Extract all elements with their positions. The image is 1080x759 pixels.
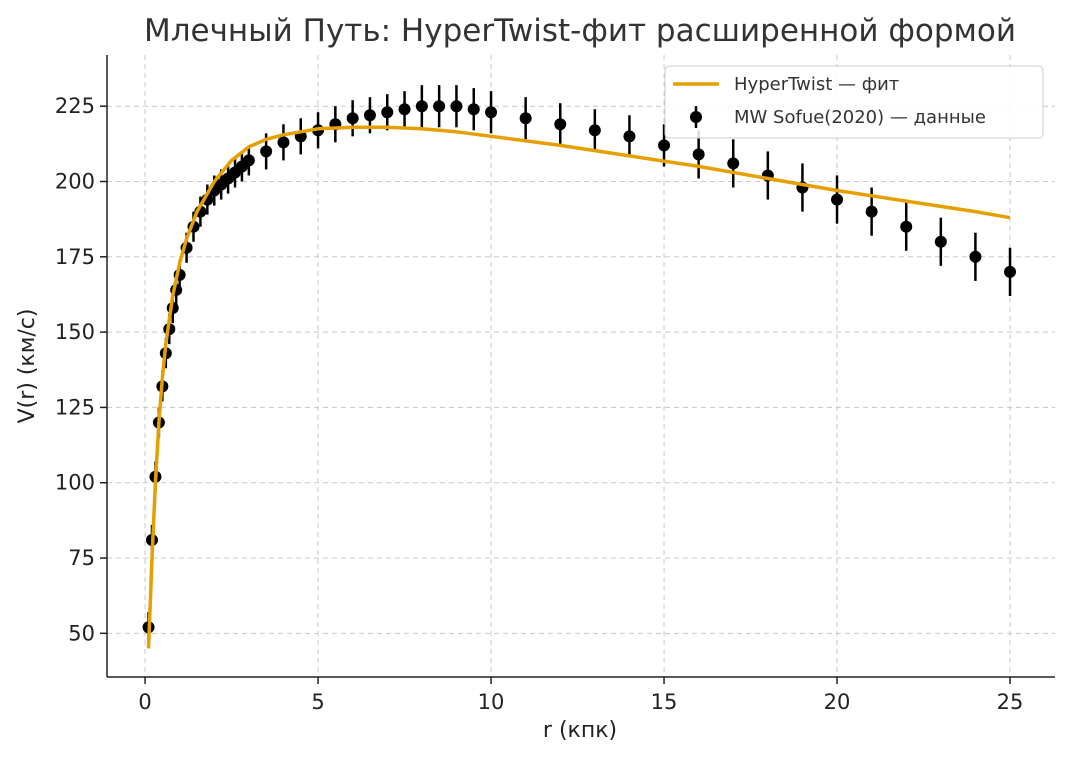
data-marker	[727, 157, 740, 170]
data-point	[381, 94, 394, 131]
data-marker	[467, 103, 480, 116]
legend-box	[664, 65, 1044, 139]
legend-data-label: MW Sofue(2020) — данные	[734, 107, 986, 128]
legend-fit-label: HyperTwist — фит	[734, 74, 899, 95]
y-tick-label: 125	[55, 395, 95, 419]
data-point	[450, 85, 463, 128]
data-marker	[900, 220, 913, 233]
fit-series	[146, 125, 1011, 649]
data-point	[415, 85, 428, 128]
data-marker	[831, 193, 844, 206]
data-marker	[381, 106, 394, 119]
y-tick-label: 50	[68, 621, 95, 645]
data-point	[831, 175, 844, 224]
data-point	[277, 124, 290, 161]
data-marker	[398, 103, 411, 116]
data-marker	[658, 139, 671, 152]
data-point	[398, 91, 411, 128]
x-tick-label: 5	[311, 690, 324, 714]
data-marker	[450, 100, 463, 113]
data-point	[554, 103, 567, 146]
data-marker	[519, 112, 532, 125]
data-point	[485, 91, 498, 134]
y-tick-label: 175	[55, 245, 95, 269]
axes	[106, 55, 1055, 678]
x-tick-label: 25	[997, 690, 1024, 714]
data-marker	[363, 109, 376, 122]
data-point	[467, 88, 480, 131]
data-marker	[1004, 265, 1017, 278]
data-point	[934, 217, 947, 266]
data-point	[727, 139, 740, 188]
x-tick-label: 15	[651, 690, 678, 714]
x-ticks: 0 5 10 15 20 25	[138, 677, 1023, 714]
data-point	[588, 109, 601, 152]
data-point	[519, 97, 532, 140]
data-point	[900, 202, 913, 251]
data-marker	[346, 112, 359, 125]
y-tick-label: 100	[55, 471, 95, 495]
data-marker	[934, 235, 947, 248]
data-point	[1004, 247, 1017, 296]
data-point	[433, 85, 446, 128]
x-tick-label: 20	[824, 690, 851, 714]
y-ticks: 50 75 100 125 150 175 200 225	[55, 94, 107, 645]
data-marker	[623, 130, 636, 143]
y-axis-label: V(r) (км/с)	[15, 309, 40, 424]
data-marker	[588, 124, 601, 137]
data-marker	[433, 100, 446, 113]
data-point	[623, 115, 636, 158]
data-marker	[260, 145, 273, 158]
data-marker	[485, 106, 498, 119]
x-axis-label: r (кпк)	[543, 718, 617, 743]
legend-data-marker-swatch	[690, 111, 702, 123]
x-tick-label: 10	[478, 690, 505, 714]
y-tick-label: 225	[55, 94, 95, 118]
y-tick-label: 75	[68, 546, 95, 570]
data-marker	[415, 100, 428, 113]
data-point	[969, 232, 982, 281]
data-marker	[692, 148, 705, 161]
fit-line	[146, 125, 1011, 649]
data-marker	[865, 205, 878, 218]
chart-title: Млечный Путь: HyperTwist-фит расширенной…	[144, 13, 1016, 49]
data-marker	[242, 154, 255, 167]
x-tick-label: 0	[138, 690, 151, 714]
y-tick-label: 200	[55, 170, 95, 194]
data-marker	[554, 118, 567, 131]
data-point	[346, 100, 359, 137]
data-marker	[969, 250, 982, 263]
data-marker	[277, 136, 290, 149]
legend: HyperTwist — фит MW Sofue(2020) — данные	[664, 65, 1044, 139]
data-point	[242, 145, 255, 176]
y-tick-label: 150	[55, 320, 95, 344]
